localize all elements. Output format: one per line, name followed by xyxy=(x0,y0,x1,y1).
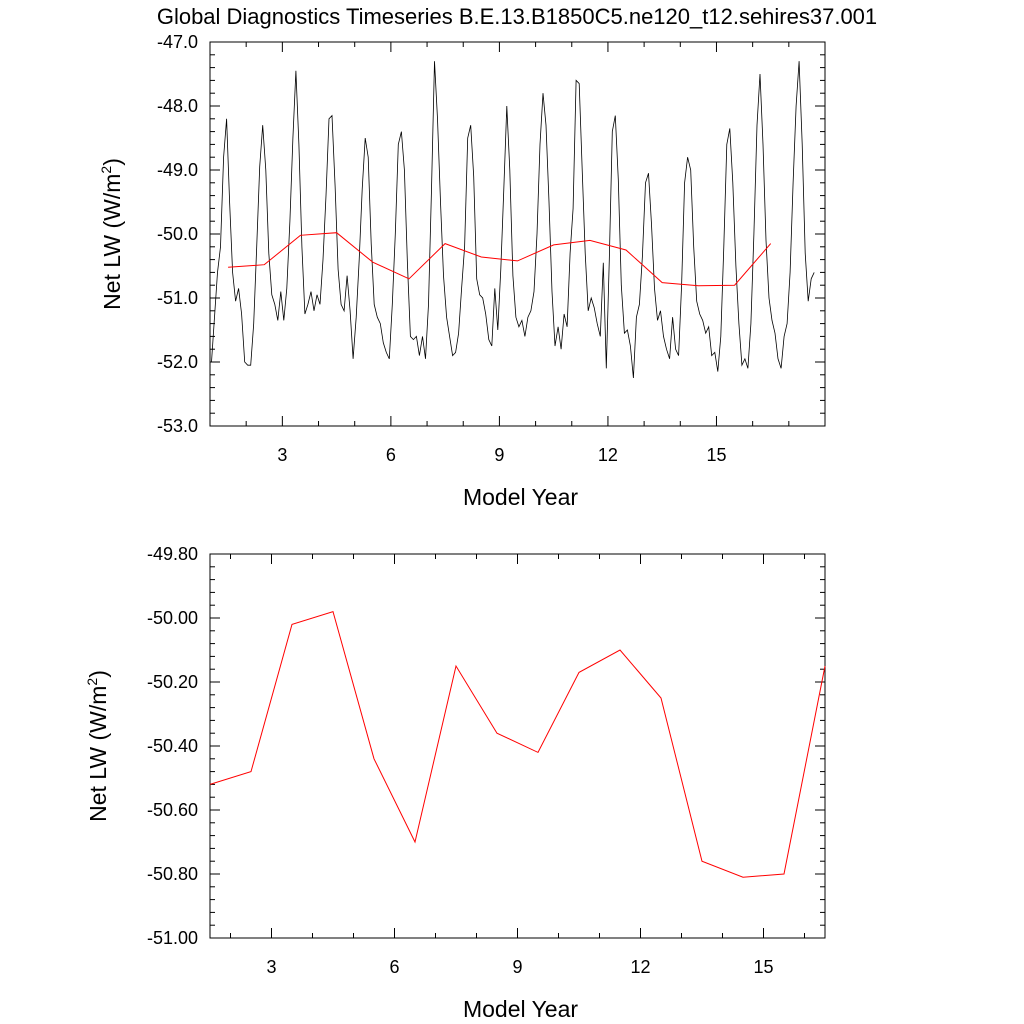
y-tick-label: -50.80 xyxy=(147,864,198,884)
series-line-monthly xyxy=(211,61,815,379)
x-tick-label: 15 xyxy=(753,957,773,977)
x-tick-label: 12 xyxy=(598,445,618,465)
y-tick-label: -51.00 xyxy=(147,928,198,948)
x-tick-label: 3 xyxy=(266,957,276,977)
x-tick-label: 9 xyxy=(512,957,522,977)
y-tick-label: -49.80 xyxy=(147,544,198,564)
x-tick-label: 3 xyxy=(277,445,287,465)
y-tick-label: -51.0 xyxy=(157,288,198,308)
y-tick-label: -50.40 xyxy=(147,736,198,756)
x-tick-label: 15 xyxy=(706,445,726,465)
x-axis-label: Model Year xyxy=(463,484,578,510)
x-tick-label: 6 xyxy=(386,445,396,465)
y-axis-label: Net LW (W/m2) xyxy=(84,670,111,822)
y-tick-label: -50.60 xyxy=(147,800,198,820)
chart-title: Global Diagnostics Timeseries B.E.13.B18… xyxy=(157,4,877,29)
y-tick-label: -52.0 xyxy=(157,352,198,372)
y-tick-label: -47.0 xyxy=(157,32,198,52)
plot-frame xyxy=(209,553,826,939)
x-tick-label: 9 xyxy=(494,445,504,465)
y-tick-label: -53.0 xyxy=(157,416,198,436)
y-tick-label: -50.20 xyxy=(147,672,198,692)
y-tick-label: -49.0 xyxy=(157,160,198,180)
plot-frame xyxy=(209,41,826,427)
y-tick-label: -48.0 xyxy=(157,96,198,116)
y-axis-label: Net LW (W/m2) xyxy=(98,158,125,310)
panel-top: -53.0 -52.0 -51.0 -50.0 -49.0 -48.0 -47.0 3 6 9 12… xyxy=(98,32,826,510)
y-tick-label: -50.00 xyxy=(147,608,198,628)
series-line-annual-mean xyxy=(228,232,772,287)
panel-bottom: -51.00 -50.80 -50.60 -50.40 -50.20 -50.00 -49.… xyxy=(84,544,826,1022)
series-line-annual-mean xyxy=(209,610,826,878)
x-tick-label: 6 xyxy=(389,957,399,977)
x-axis-label: Model Year xyxy=(463,996,578,1022)
x-tick-label: 12 xyxy=(630,957,650,977)
y-tick-label: -50.0 xyxy=(157,224,198,244)
